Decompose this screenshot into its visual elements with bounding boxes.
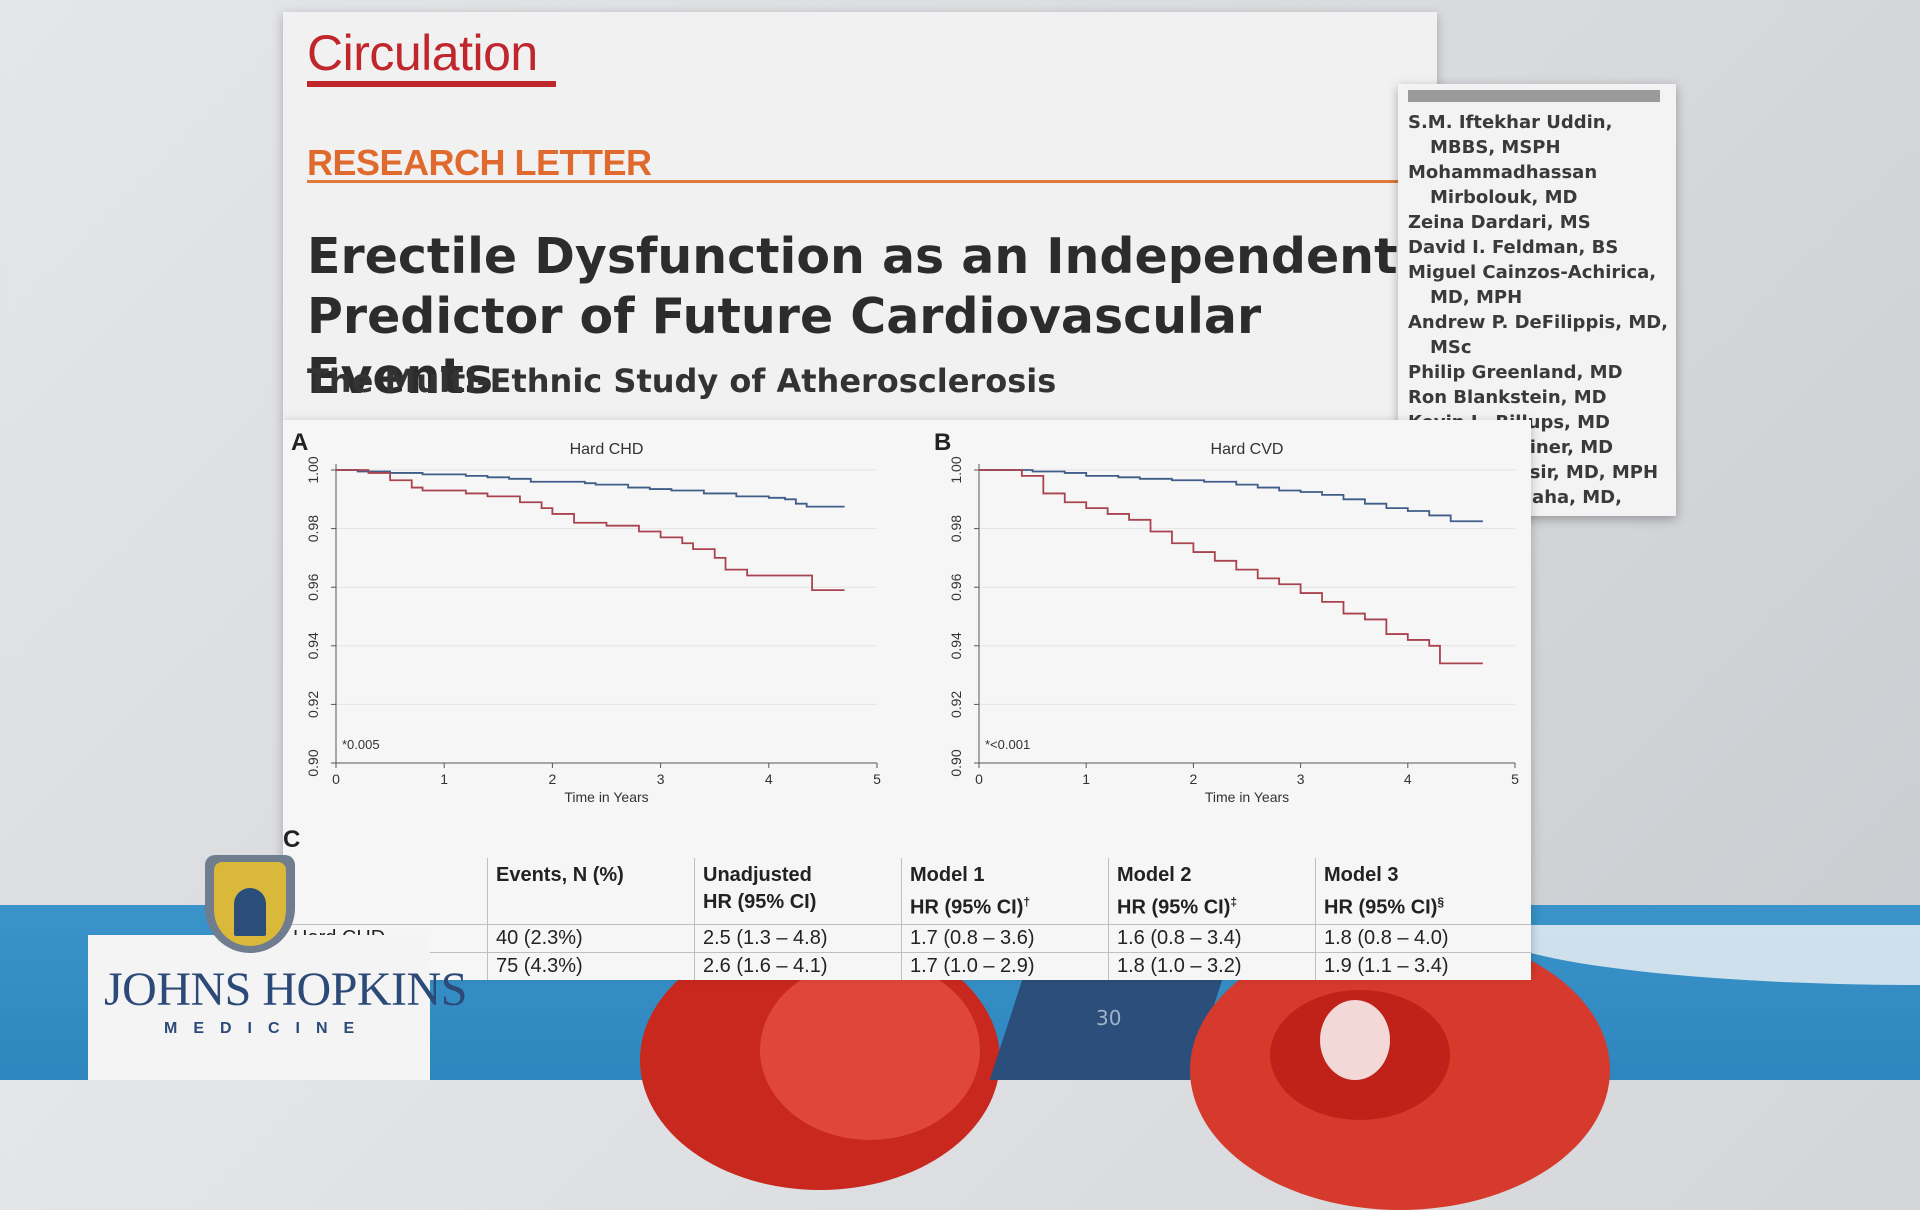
x-axis-label: Time in Years <box>1205 789 1289 805</box>
table-cell: 1.9 (1.1 – 3.4) <box>1315 951 1531 980</box>
article-section-label: RESEARCH LETTER <box>307 142 652 183</box>
panel-title: Hard CVD <box>1211 441 1284 458</box>
table-cell: 1.7 (0.8 – 3.6) <box>901 923 1109 953</box>
p-value-annotation: *<0.001 <box>985 737 1030 752</box>
km-curve-no-erectile-dysfunction <box>979 469 1483 523</box>
header-line1: Model 1 <box>910 864 985 886</box>
table-cell: 1.7 (1.0 – 2.9) <box>901 951 1109 980</box>
panel-c-letter: C <box>283 826 301 853</box>
author-name: Ron Blankstein, MD <box>1408 387 1607 408</box>
figure-card: A Hard CHD 0.90 0.92 0.94 0.96 0.98 1.00 0 1 2 3 4 5 T… <box>283 420 1531 980</box>
author-name: David I. Feldman, BS <box>1408 237 1619 258</box>
hazard-ratio-table: Events, N (%) Unadjusted HR (95% CI) Mod… <box>285 858 1531 980</box>
km-plot-panel-b: B Hard CVD 0.90 0.92 0.94 0.96 0.98 1.00 0 1 2 3 4 5 T… <box>934 429 1519 805</box>
table-cell: 75 (4.3%) <box>487 951 695 980</box>
y-tick-label: 0.92 <box>948 691 964 718</box>
table-row: Hard CHD 40 (2.3%) 2.5 (1.3 – 4.8) 1.7 (… <box>285 923 1531 953</box>
x-axis-label: Time in Years <box>564 789 648 805</box>
author-name: Zeina Dardari, MS <box>1408 212 1591 233</box>
table-cell: 1.6 (0.8 – 3.4) <box>1108 923 1316 953</box>
header-line2: HR (95% CI) <box>1324 896 1438 919</box>
table-header-cell: Model 1 HR (95% CI)† <box>901 858 1109 925</box>
table-header-cell: Model 2 HR (95% CI)‡ <box>1108 858 1316 925</box>
x-tick-label: 0 <box>975 771 983 787</box>
authors-header-bar <box>1408 90 1660 102</box>
journal-underline <box>307 81 556 87</box>
author-name: Philip Greenland, MD <box>1408 362 1623 383</box>
header-line2: HR (95% CI) <box>1117 896 1231 919</box>
x-tick-label: 1 <box>1082 771 1090 787</box>
section-rule <box>307 180 1437 183</box>
header-footnote-mark: † <box>1023 895 1031 909</box>
p-value-annotation: *0.005 <box>342 737 380 752</box>
table-header-cell: Model 3 HR (95% CI)§ <box>1315 858 1531 925</box>
x-tick-label: 5 <box>873 771 881 787</box>
table-cell: 1.8 (1.0 – 3.2) <box>1108 951 1316 980</box>
header-line1: Model 3 <box>1324 864 1399 886</box>
table-header-row: Events, N (%) Unadjusted HR (95% CI) Mod… <box>285 858 1531 925</box>
x-tick-label: 1 <box>440 771 448 787</box>
table-header-cell <box>285 858 488 924</box>
x-tick-label: 0 <box>332 771 340 787</box>
x-tick-label: 5 <box>1511 771 1519 787</box>
background-highlight-shape <box>1320 1000 1390 1080</box>
km-curve-erectile-dysfunction <box>979 469 1483 665</box>
article-title-line2: Predictor of Future Cardiovascular Event… <box>307 288 1262 405</box>
header-footnote-mark: ‡ <box>1230 895 1238 909</box>
x-tick-label: 2 <box>549 771 557 787</box>
y-tick-label: 0.96 <box>305 573 321 600</box>
johns-hopkins-logo-wordmark: JOHNS HOPKINS <box>104 963 467 1016</box>
header-line1: Events, N (%) <box>496 864 624 886</box>
y-tick-label: 0.98 <box>948 515 964 542</box>
y-tick-label: 1.00 <box>948 456 964 483</box>
table-row: Hard CVD 75 (4.3%) 2.6 (1.6 – 4.1) 1.7 (… <box>285 951 1531 980</box>
x-tick-label: 2 <box>1190 771 1198 787</box>
panel-title: Hard CHD <box>570 441 644 458</box>
background-heart-shape <box>760 960 980 1140</box>
y-tick-label: 0.90 <box>948 749 964 776</box>
author-name: S.M. Iftekhar Uddin, MBBS, MSPH <box>1408 112 1613 158</box>
km-plot-panel-a: A Hard CHD 0.90 0.92 0.94 0.96 0.98 1.00 0 1 2 3 4 5 T… <box>291 429 881 805</box>
header-footnote-mark: § <box>1437 895 1445 909</box>
johns-hopkins-logo-subtitle: MEDICINE <box>164 1020 371 1037</box>
header-line2: HR (95% CI) <box>703 891 817 913</box>
journal-name: Circulation <box>307 25 538 81</box>
y-tick-label: 1.00 <box>305 456 321 483</box>
x-tick-label: 3 <box>657 771 665 787</box>
panel-letter: A <box>291 429 308 456</box>
table-cell: 40 (2.3%) <box>487 923 695 953</box>
table-cell: 2.5 (1.3 – 4.8) <box>694 923 902 953</box>
x-tick-label: 4 <box>1404 771 1412 787</box>
x-tick-label: 4 <box>765 771 773 787</box>
slide-page-number: 30 <box>1096 1006 1122 1030</box>
km-curve-erectile-dysfunction <box>336 469 845 592</box>
article-header-card: Circulation RESEARCH LETTER Erectile Dys… <box>283 12 1437 420</box>
y-tick-label: 0.98 <box>305 515 321 542</box>
author-name: Andrew P. DeFilippis, MD, MSc <box>1408 312 1669 358</box>
author-name: Miguel Cainzos-Achirica, MD, MPH <box>1408 262 1657 308</box>
johns-hopkins-dome-icon <box>234 888 266 936</box>
y-tick-label: 0.96 <box>948 573 964 600</box>
table-header-cell: Events, N (%) <box>487 858 695 925</box>
table-cell: 1.8 (0.8 – 4.0) <box>1315 923 1531 953</box>
header-line2: HR (95% CI) <box>910 896 1024 919</box>
article-title: Erectile Dysfunction as an Independent P… <box>307 227 1427 407</box>
km-curve-no-erectile-dysfunction <box>336 469 845 508</box>
x-tick-label: 3 <box>1297 771 1305 787</box>
table-cell: 2.6 (1.6 – 4.1) <box>694 951 902 980</box>
johns-hopkins-logo-card <box>88 935 430 1080</box>
y-tick-label: 0.94 <box>305 632 321 659</box>
y-tick-label: 0.94 <box>948 632 964 659</box>
panel-letter: B <box>934 429 951 456</box>
article-subtitle: The Multi-Ethnic Study of Atherosclerosi… <box>307 362 1057 400</box>
article-title-line1: Erectile Dysfunction as an Independent <box>307 228 1398 285</box>
y-tick-label: 0.90 <box>305 749 321 776</box>
y-tick-label: 0.92 <box>305 691 321 718</box>
header-line1: Model 2 <box>1117 864 1192 886</box>
table-header-cell: Unadjusted HR (95% CI) <box>694 858 902 925</box>
author-name: Mohammadhassan Mirbolouk, MD <box>1408 162 1598 208</box>
header-line1: Unadjusted <box>703 864 812 886</box>
